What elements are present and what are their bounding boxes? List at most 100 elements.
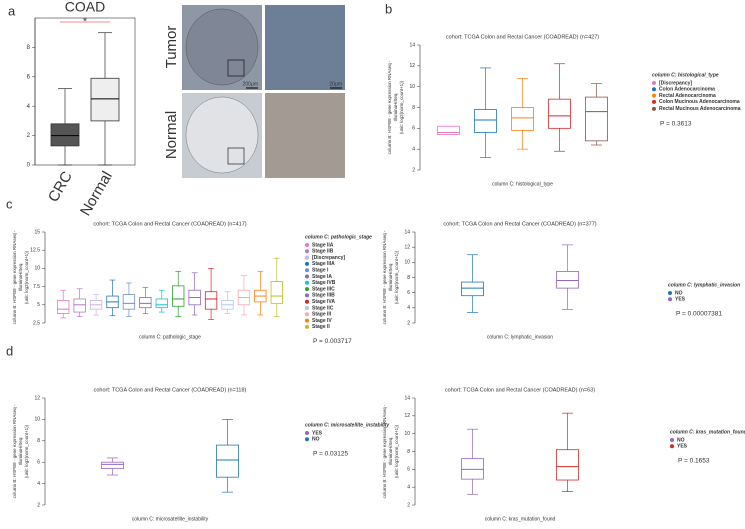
legend-title: column C: pathologic_stage xyxy=(305,234,372,240)
y-tick-label: 12.5 xyxy=(30,248,40,254)
y-tick-label: 12 xyxy=(404,244,410,250)
y-tick-label: 8 xyxy=(37,438,40,444)
y-tick-label: 4 xyxy=(37,481,40,487)
y-tick-label: 6 xyxy=(412,126,415,132)
y-tick-label: 12 xyxy=(409,63,415,69)
box xyxy=(556,271,579,289)
y-tick-label: 8 xyxy=(27,45,31,51)
legend-swatch xyxy=(652,87,656,92)
box xyxy=(57,300,70,314)
y-tick-label: 4 xyxy=(407,484,410,490)
inset-box xyxy=(227,147,245,165)
legend-title: column C: microsatellite_instability xyxy=(305,422,389,428)
x-axis-label: column C: lymphatic_invasion xyxy=(487,334,553,340)
micrograph xyxy=(265,5,345,90)
box xyxy=(437,125,460,135)
y-axis-label: (unit: log2(norm_count+1)) xyxy=(24,250,29,304)
legend-swatch xyxy=(668,291,672,295)
legend-label: Stage IIB xyxy=(312,249,334,255)
legend-title: column C: histological_type xyxy=(652,72,719,78)
legend-swatch xyxy=(305,299,309,304)
scale-bar: 200μm xyxy=(243,81,258,87)
legend-swatch xyxy=(305,268,309,273)
legend-swatch xyxy=(652,93,656,98)
chart-title: cohort: TCGA Colon and Rectal Cancer (CO… xyxy=(443,221,596,227)
box xyxy=(122,294,136,310)
legend-label: YES xyxy=(675,297,686,303)
legend-label: Rectal Mucinous Adenocarcinoma xyxy=(659,106,741,112)
p-value: P = 0.3613 xyxy=(660,121,692,128)
legend-swatch xyxy=(305,274,309,279)
y-tick-label: 4 xyxy=(412,146,415,152)
y-axis-label: (unit: log2(norm_count+1)) xyxy=(394,424,399,478)
box xyxy=(73,298,86,313)
box xyxy=(556,449,579,481)
box xyxy=(461,281,484,297)
legend-swatch xyxy=(305,431,309,435)
legend-swatch xyxy=(652,106,656,111)
x-tick-label: CRC xyxy=(45,168,76,205)
y-axis-label: IlluminaHiSeq xyxy=(388,437,393,465)
legend-swatch xyxy=(305,318,309,323)
y-tick-label: 7.5 xyxy=(33,284,40,290)
legend-swatch xyxy=(305,324,309,329)
row-label: Normal xyxy=(163,111,180,159)
y-tick-label: 12 xyxy=(404,413,410,419)
y-tick-label: 5 xyxy=(37,302,40,308)
box xyxy=(90,77,120,122)
y-tick-label: 8 xyxy=(412,105,415,111)
y-axis-label: column B: HSPB8 - gene expression RNAseq… xyxy=(382,230,387,324)
y-tick-label: 8 xyxy=(407,449,410,455)
y-axis-label: (unit: log2(norm_count+1)) xyxy=(24,424,29,478)
y-axis-label: (unit: log2(norm_count+1)) xyxy=(399,80,404,134)
y-tick-label: 12 xyxy=(34,395,40,401)
legend-swatch xyxy=(305,255,309,260)
y-tick-label: 10 xyxy=(404,260,410,266)
box xyxy=(511,107,534,131)
y-tick-label: 10 xyxy=(34,417,40,423)
legend-label: Stage IIIB xyxy=(312,293,335,299)
y-tick-label: 2 xyxy=(37,502,40,508)
legend-swatch xyxy=(305,243,309,247)
legend-label: Stage IIA xyxy=(312,242,334,248)
y-tick-label: 6 xyxy=(407,467,410,473)
y-tick-label: 6 xyxy=(407,290,410,296)
tissue-core xyxy=(185,8,259,86)
legend-title: column C: lymphatic_invasion xyxy=(668,282,740,288)
legend-swatch xyxy=(652,81,656,85)
legend-label: NO xyxy=(675,290,683,296)
p-value: P = 0.1653 xyxy=(678,457,710,464)
legend-swatch xyxy=(652,99,656,104)
panel-label: b xyxy=(385,1,392,16)
legend-swatch xyxy=(305,261,309,266)
y-tick-label: 6 xyxy=(27,74,31,80)
legend-label: Stage IIIC xyxy=(312,286,335,292)
y-tick-label: 2 xyxy=(412,167,415,173)
tissue-core xyxy=(185,96,259,174)
y-tick-label: 4 xyxy=(27,104,31,110)
box xyxy=(204,291,218,310)
legend-label: Colon Adenocarcinoma xyxy=(659,87,715,93)
box xyxy=(50,123,80,147)
box xyxy=(139,297,152,309)
y-tick-label: 8 xyxy=(407,275,410,281)
chart-title: COAD xyxy=(65,0,105,15)
y-tick-label: 6 xyxy=(37,460,40,466)
box xyxy=(474,109,497,133)
chart-title: cohort: TCGA Colon and Rectal Cancer (CO… xyxy=(93,221,246,227)
y-axis-label: column B: HSPB8 - gene expression RNAseq… xyxy=(12,404,17,498)
y-axis-label: column B: HSPB8 - gene expression RNAseq… xyxy=(382,404,387,498)
panel-label: d xyxy=(6,343,13,358)
y-tick-label: 10 xyxy=(404,431,410,437)
row-label: Tumor xyxy=(163,26,180,69)
box xyxy=(155,298,168,309)
legend-label: Colon Mucinous Adenocarcinoma xyxy=(659,99,740,105)
chart-title: cohort: TCGA Colon and Rectal Cancer (CO… xyxy=(446,34,599,40)
y-tick-label: 2 xyxy=(407,320,410,326)
y-axis-label: (unit: log2(norm_count+1)) xyxy=(394,250,399,304)
legend-swatch xyxy=(305,437,309,442)
legend-label: Stage IVA xyxy=(312,299,335,305)
scale-bar: 20μm xyxy=(329,81,342,87)
y-tick-label: 14 xyxy=(409,42,415,48)
